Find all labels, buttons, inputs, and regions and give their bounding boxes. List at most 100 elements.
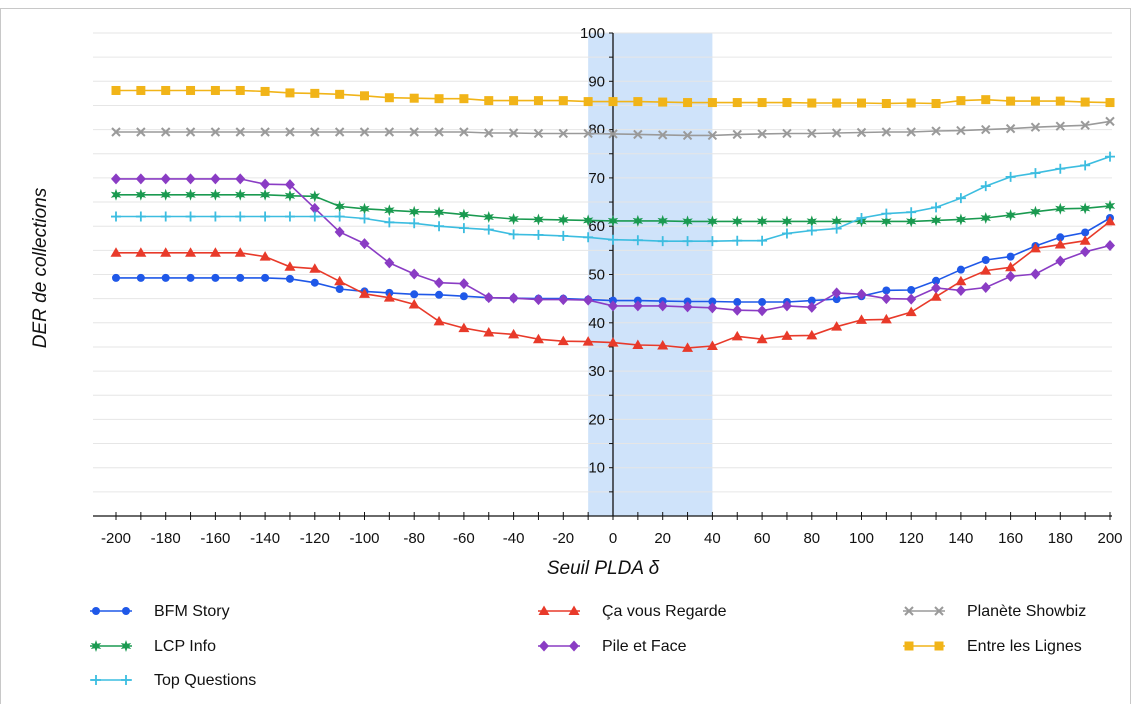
data-point bbox=[210, 188, 221, 201]
data-point bbox=[284, 179, 295, 191]
data-point bbox=[483, 326, 495, 337]
data-point bbox=[880, 313, 892, 324]
data-point bbox=[757, 129, 767, 139]
data-point bbox=[185, 127, 196, 137]
data-point bbox=[906, 207, 917, 218]
series-top-questions bbox=[111, 151, 1115, 247]
data-point bbox=[458, 208, 470, 221]
legend-item-bfm-story: BFM Story bbox=[90, 603, 230, 620]
data-point bbox=[533, 294, 544, 306]
data-point bbox=[1055, 202, 1066, 215]
data-point bbox=[881, 293, 892, 305]
data-point bbox=[334, 200, 345, 213]
data-point bbox=[334, 275, 346, 286]
data-point bbox=[832, 98, 842, 108]
data-point bbox=[856, 314, 867, 324]
data-point bbox=[533, 128, 544, 139]
data-point bbox=[607, 214, 619, 227]
data-point bbox=[284, 189, 296, 202]
data-point bbox=[235, 173, 246, 185]
data-point bbox=[186, 85, 196, 95]
data-point bbox=[434, 127, 444, 137]
data-point bbox=[235, 85, 245, 95]
data-point bbox=[260, 127, 270, 137]
data-point bbox=[209, 247, 221, 257]
data-point bbox=[309, 190, 320, 203]
data-point bbox=[334, 211, 345, 222]
data-point bbox=[756, 333, 768, 344]
data-point bbox=[359, 288, 370, 298]
legend-label: Planète Showbiz bbox=[967, 603, 1086, 620]
data-point bbox=[1030, 122, 1041, 132]
data-point bbox=[508, 212, 519, 225]
legend-label: Entre les Lignes bbox=[967, 638, 1082, 655]
data-point bbox=[112, 273, 120, 282]
data-point bbox=[1006, 252, 1015, 261]
data-point bbox=[832, 295, 841, 304]
data-point bbox=[931, 99, 941, 109]
data-point bbox=[904, 606, 914, 616]
data-point bbox=[857, 98, 866, 108]
data-point bbox=[930, 291, 942, 301]
data-point bbox=[956, 96, 966, 106]
data-point bbox=[632, 339, 644, 350]
data-point bbox=[359, 213, 370, 224]
data-point bbox=[408, 298, 420, 309]
data-point bbox=[285, 127, 295, 137]
data-point bbox=[632, 214, 644, 227]
data-point bbox=[335, 89, 345, 99]
data-point bbox=[483, 292, 494, 304]
data-point bbox=[160, 173, 171, 185]
data-point bbox=[410, 290, 419, 299]
data-point bbox=[732, 235, 743, 246]
y-tick-label: 30 bbox=[588, 363, 605, 380]
data-point bbox=[781, 228, 792, 239]
data-point bbox=[707, 215, 718, 228]
data-point bbox=[583, 97, 593, 107]
data-point bbox=[955, 284, 966, 296]
data-point bbox=[160, 127, 171, 137]
x-tick-label: -120 bbox=[300, 530, 330, 547]
data-point bbox=[310, 127, 320, 137]
data-point bbox=[905, 306, 917, 317]
data-point bbox=[806, 215, 817, 228]
data-point bbox=[568, 605, 580, 615]
data-point bbox=[259, 251, 271, 261]
data-point bbox=[932, 276, 941, 285]
series-ca-vous-regarde bbox=[110, 215, 1116, 352]
data-point bbox=[310, 278, 319, 287]
data-point bbox=[731, 330, 743, 341]
data-point bbox=[904, 641, 914, 651]
data-point bbox=[682, 130, 693, 141]
x-tick-label: -20 bbox=[552, 530, 574, 547]
data-point bbox=[1105, 240, 1115, 252]
data-point bbox=[185, 211, 196, 222]
data-point bbox=[757, 305, 768, 317]
data-point bbox=[433, 206, 445, 219]
data-point bbox=[1104, 215, 1116, 226]
data-point bbox=[608, 97, 618, 107]
data-point bbox=[284, 261, 296, 271]
data-point bbox=[1055, 255, 1066, 267]
data-point bbox=[856, 288, 867, 300]
data-point bbox=[533, 96, 543, 106]
data-point bbox=[1080, 246, 1091, 258]
data-point bbox=[483, 224, 494, 235]
data-point bbox=[136, 127, 146, 137]
data-point bbox=[160, 211, 171, 222]
data-point bbox=[1054, 239, 1066, 249]
data-point bbox=[980, 265, 992, 275]
data-point bbox=[906, 98, 916, 108]
data-point bbox=[409, 218, 420, 229]
data-point bbox=[558, 128, 569, 139]
data-point bbox=[1081, 228, 1090, 237]
data-point bbox=[682, 342, 694, 352]
data-point bbox=[831, 223, 842, 234]
data-point bbox=[558, 96, 568, 106]
data-point bbox=[931, 202, 942, 213]
x-tick-label: -160 bbox=[200, 530, 230, 547]
x-tick-label: 200 bbox=[1097, 530, 1122, 547]
data-point bbox=[384, 93, 394, 103]
data-point bbox=[955, 213, 967, 226]
